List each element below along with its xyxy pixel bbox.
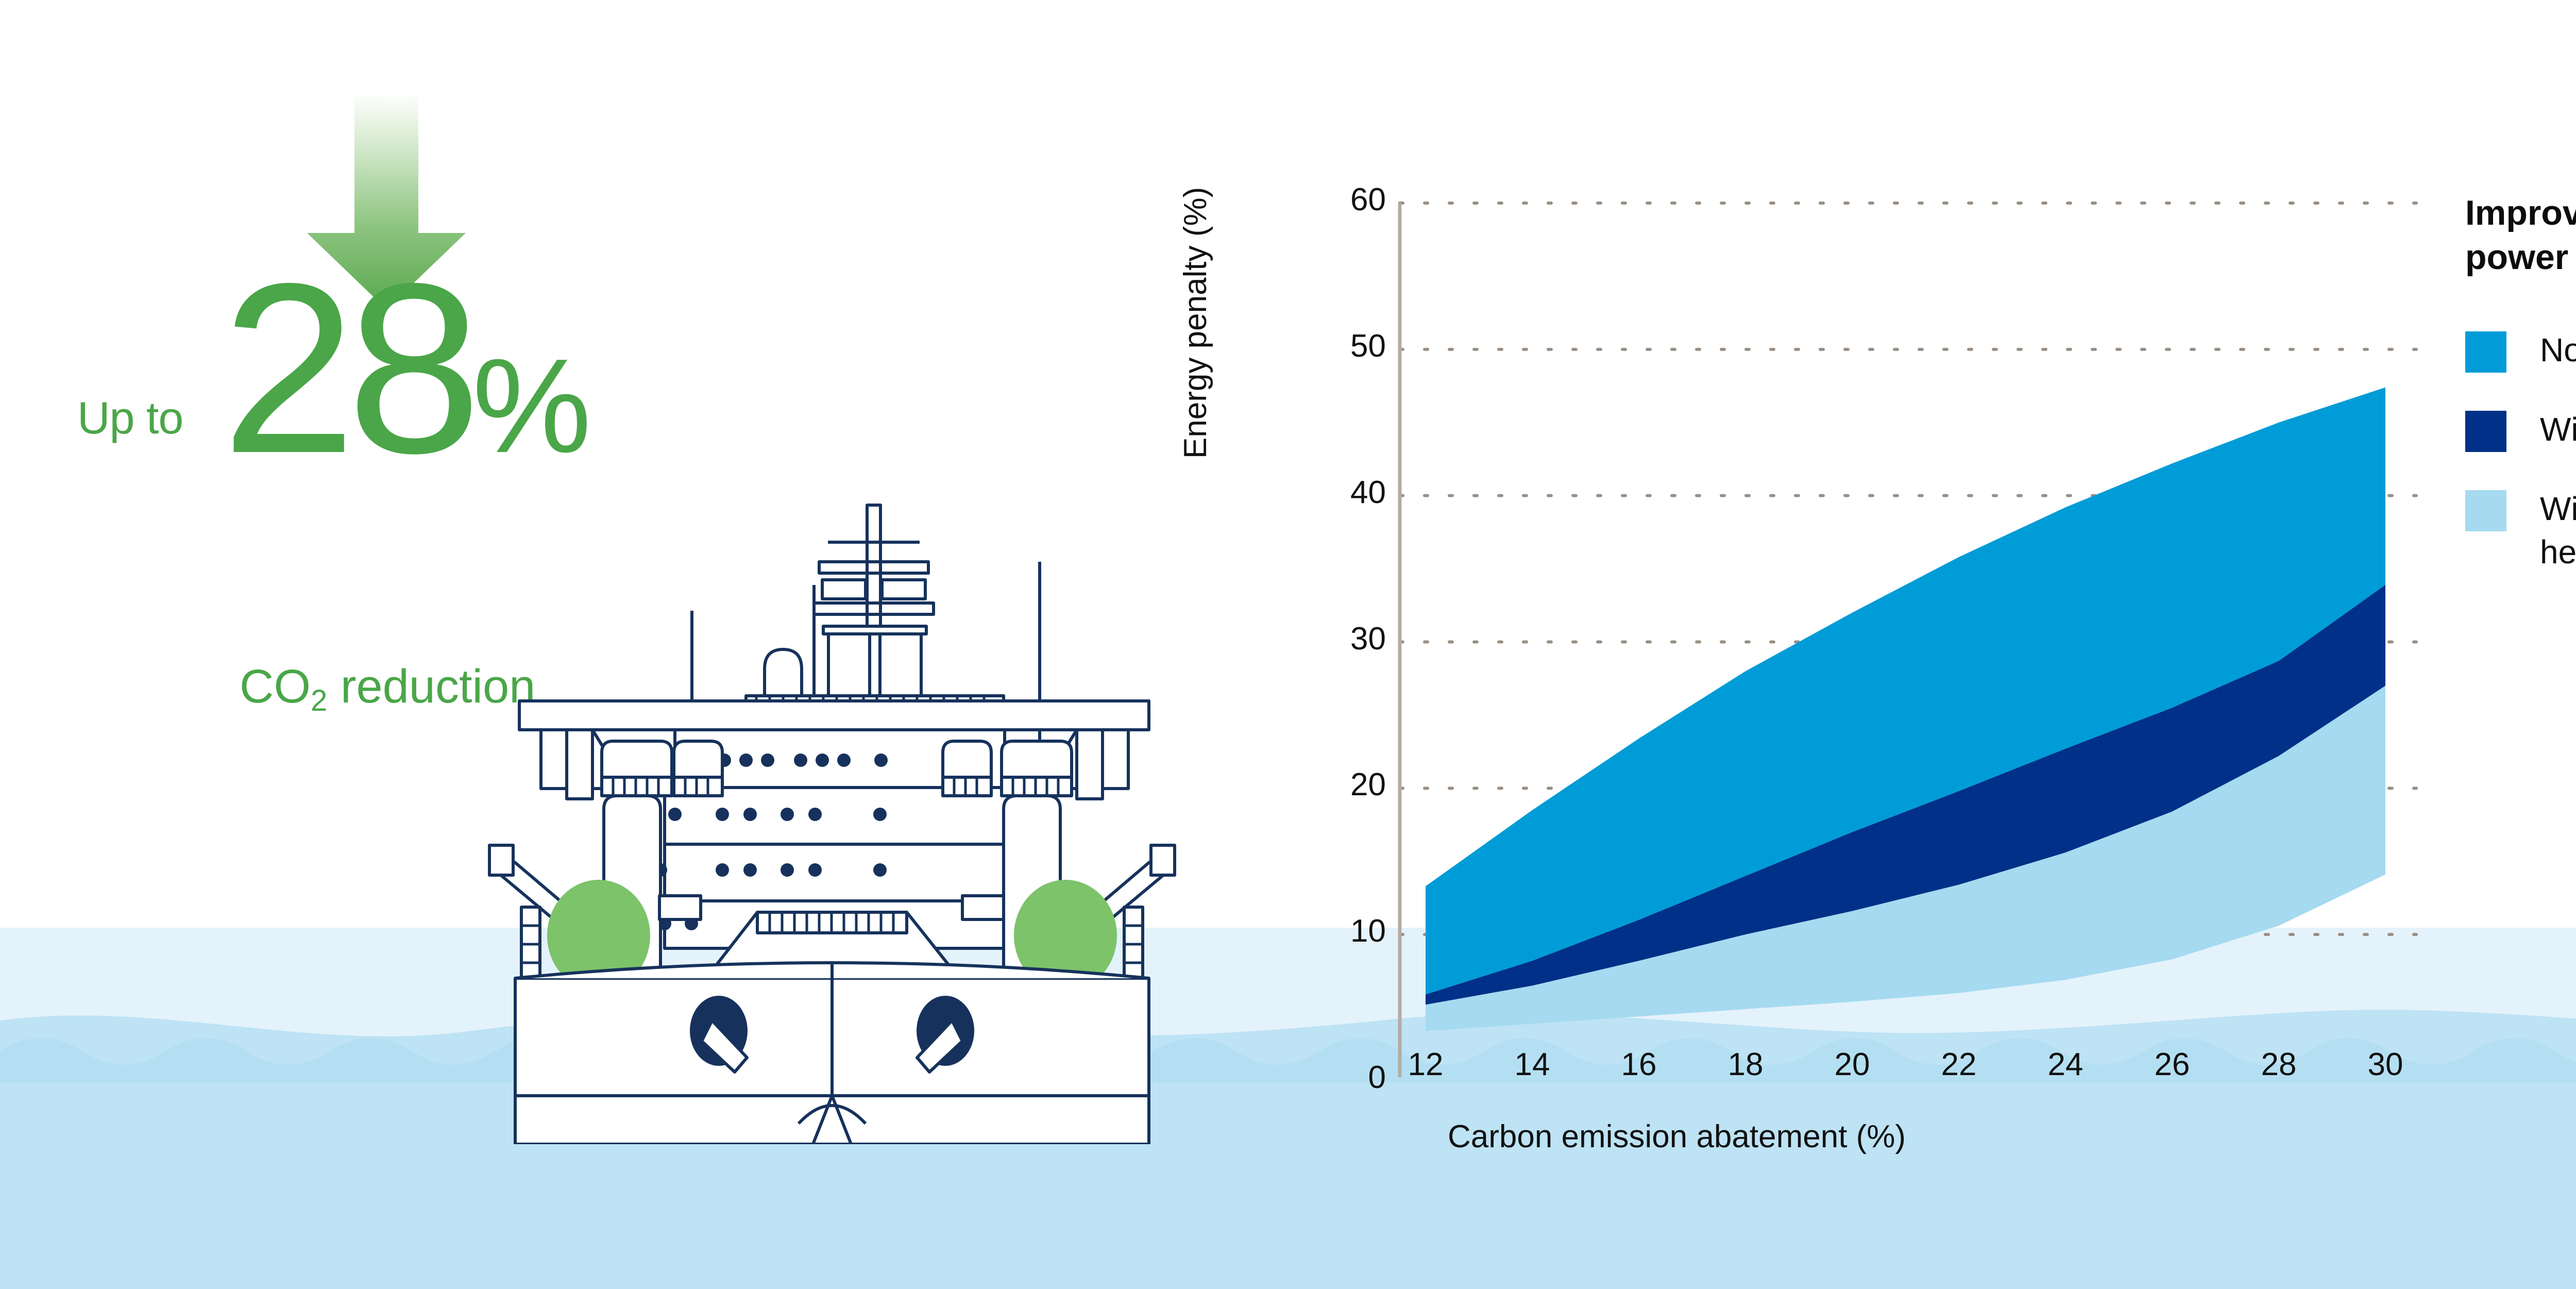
chart-band [1426,685,2385,1031]
up-to-label: Up to [77,392,183,443]
chart-band [1426,387,2385,995]
x-tick-label: 20 [1834,1047,1870,1082]
x-tick-label: 16 [1621,1047,1657,1082]
x-tick-label: 22 [1941,1047,1977,1082]
y-tick-label: 20 [1350,767,1386,803]
stat-caption: CO2 reduction [240,660,535,718]
x-tick-label: 14 [1514,1047,1550,1082]
legend-swatch [2465,411,2506,452]
x-tick-label: 28 [2261,1047,2297,1082]
y-tick-label: 10 [1350,913,1386,949]
stat-block: Up to 28% CO2 reduction [0,93,773,717]
x-axis-label: Carbon emission abatement (%) [1448,1119,1906,1154]
stat-number: 28 [222,233,482,504]
chart-plot-area [1398,202,2418,1077]
chart-bands [1426,387,2385,1031]
y-tick-label: 40 [1350,474,1386,510]
chart-band [1426,584,2385,1005]
x-tick-label: 18 [1727,1047,1764,1082]
co2-prefix: CO [240,660,311,713]
legend-label: With heat integration [2540,411,2576,448]
down-arrow-icon [294,93,479,309]
x-tick-label: 26 [2154,1047,2190,1082]
x-tick-label: 24 [2047,1047,2083,1082]
lng-carrier-illustration [459,479,1206,1146]
percent-symbol: % [472,331,591,481]
legend-item-with-heat-integration[interactable]: With heat integration [2465,408,2576,452]
y-tick-label: 30 [1350,621,1386,657]
y-tick-label: 0 [1368,1060,1386,1095]
legend-title: Improving steam and power supply [2465,193,2576,277]
legend-swatch [2465,331,2506,373]
x-tick-label: 30 [2367,1047,2403,1082]
stat-value: 28% [222,247,591,527]
legend-swatch [2465,490,2506,531]
y-axis-label: Energy penalty (%) [1178,187,1213,459]
y-tick-label: 60 [1350,182,1386,217]
legend-item-improved-liquefaction[interactable]: With improved liquefaction and heat inte… [2465,487,2576,574]
x-tick-label: 12 [1408,1047,1444,1082]
chart-legend: Improving steam and power supply No heat… [2465,191,2576,609]
energy-penalty-chart: 0 10 20 30 40 50 60 12 14 16 18 20 22 24 26 28 30 Energ… [1178,170,2514,1175]
co2-suffix: reduction [327,660,536,713]
legend-label: With improved liquefaction and heat inte… [2540,490,2576,571]
y-tick-label: 50 [1350,328,1386,364]
co2-subscript: 2 [311,684,328,717]
legend-item-no-heat-integration[interactable]: No heat integration [2465,328,2576,373]
legend-label: No heat integration [2540,331,2576,369]
